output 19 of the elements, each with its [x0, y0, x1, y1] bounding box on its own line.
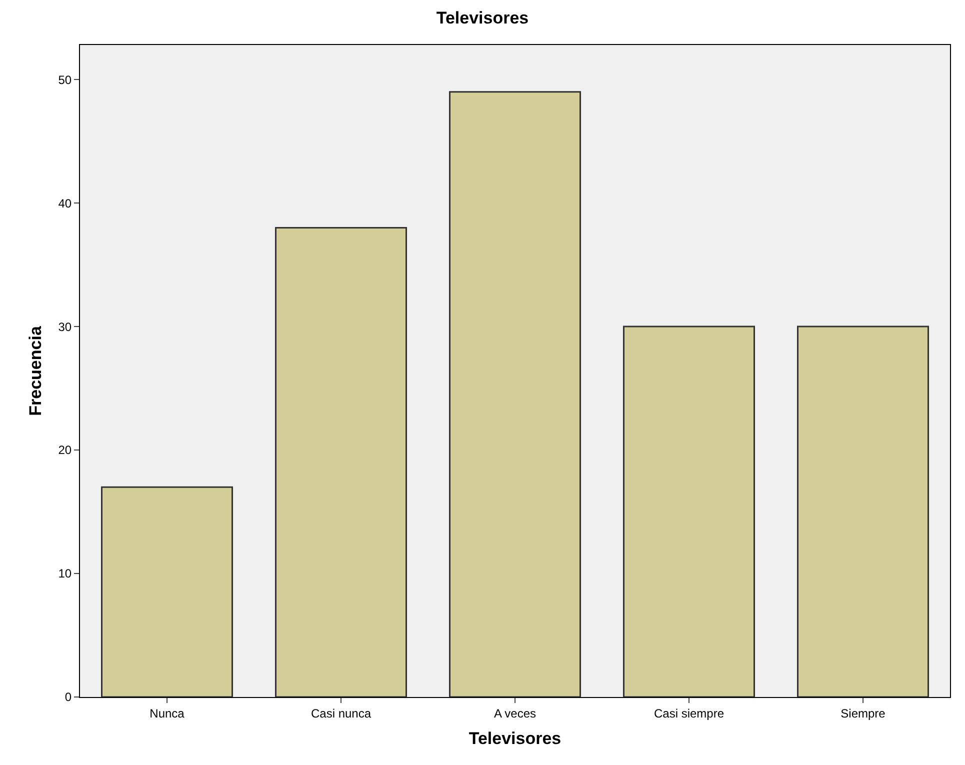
y-tick-label: 30 — [58, 320, 72, 334]
bar — [449, 91, 581, 697]
bar — [275, 227, 407, 697]
y-tick-label: 0 — [64, 690, 72, 704]
y-axis-title: Frecuencia — [26, 326, 45, 416]
y-tick-label: 50 — [58, 72, 72, 87]
y-tick-label: 40 — [58, 196, 72, 210]
x-tick-label: Casi siempre — [654, 706, 724, 720]
x-axis-title: Televisores — [468, 728, 562, 748]
bar — [623, 326, 755, 697]
chart-title: Televisores — [436, 8, 529, 28]
y-tick-label: 10 — [58, 566, 72, 581]
x-tick-label: Casi nunca — [310, 706, 372, 720]
bar — [101, 486, 233, 697]
x-tick-label: Siempre — [840, 706, 886, 720]
x-tick-label: A veces — [494, 706, 536, 720]
y-tick-label: 20 — [58, 443, 72, 458]
bar — [797, 326, 929, 697]
x-tick-label: Nunca — [150, 706, 185, 720]
